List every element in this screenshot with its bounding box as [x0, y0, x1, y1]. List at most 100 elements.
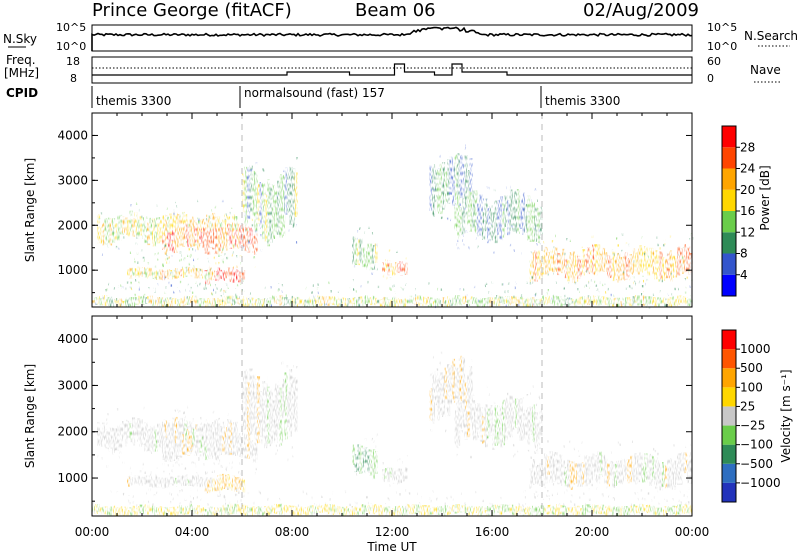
scatter-cell [137, 219, 141, 239]
scatter-speck [248, 241, 250, 244]
scatter-cell [244, 226, 248, 252]
scatter-cell [99, 429, 103, 447]
scatter-cell [294, 298, 298, 306]
scatter-speck [578, 450, 580, 453]
scatter-cell [567, 507, 571, 516]
scatter-cell [224, 427, 228, 448]
scatter-cell [544, 246, 548, 275]
scatter-speck [254, 264, 256, 268]
scatter-speck [490, 222, 492, 225]
scatter-cell [352, 444, 356, 465]
scatter-speck [204, 283, 207, 287]
scatter-cell [344, 298, 348, 307]
scatter-cell [307, 298, 311, 307]
scatter-cell [237, 223, 241, 249]
scatter-speck [169, 242, 172, 246]
scatter-speck [162, 227, 164, 230]
scatter-speck [680, 456, 683, 460]
scatter-speck [297, 504, 300, 507]
scatter-speck [219, 289, 222, 292]
scatter-speck [230, 466, 233, 470]
scatter-cell [172, 212, 176, 239]
scatter-cell [687, 246, 691, 275]
scatter-speck [318, 507, 321, 511]
scatter-cell [637, 506, 641, 513]
scatter-cell [202, 423, 206, 447]
scatter-speck [436, 368, 439, 371]
scatter-speck [180, 258, 183, 262]
scatter-cell [189, 269, 193, 277]
scatter-cell [374, 297, 378, 306]
scatter-speck [546, 494, 548, 497]
scatter-speck [225, 213, 227, 216]
scatter-cell [152, 478, 156, 488]
scatter-cell [152, 271, 156, 279]
scatter-cell [167, 216, 171, 238]
scatter-speck [662, 243, 665, 247]
scatter-speck [248, 298, 250, 301]
scatter-speck [108, 506, 111, 509]
scatter-speck [105, 289, 107, 292]
scatter-speck [617, 259, 619, 263]
scatter-cell [129, 297, 133, 307]
scatter-cell [187, 429, 191, 456]
scatter-cell [192, 295, 196, 302]
scatter-speck [332, 491, 334, 495]
scatter-cell [192, 507, 196, 515]
scatter-speck [538, 229, 541, 232]
scatter-cell [474, 506, 478, 513]
scatter-speck [637, 497, 639, 501]
scatter-cell [529, 406, 533, 435]
scatter-cell [532, 297, 536, 307]
scatter-speck [101, 253, 104, 256]
scatter-speck [227, 512, 229, 516]
scatter-cell [654, 250, 658, 280]
scatter-speck [254, 300, 256, 303]
scatter-speck [538, 301, 541, 304]
scatter-cell [179, 505, 183, 514]
scatter-speck [360, 457, 363, 460]
scatter-speck [178, 216, 181, 220]
scatter-speck [383, 472, 386, 476]
cpid-segment-1: themis 3300 [96, 94, 171, 108]
scatter-speck [552, 483, 555, 486]
scatter-cell [362, 247, 366, 268]
scatter-cell [484, 510, 488, 516]
scatter-cell [514, 189, 518, 234]
scatter-cell [229, 503, 233, 515]
nave-label: Nave [750, 63, 781, 77]
scatter-speck [473, 393, 475, 396]
scatter-cell [579, 462, 583, 487]
scatter-speck [225, 290, 227, 293]
scatter-cell [389, 299, 393, 307]
scatter-cell [219, 269, 223, 280]
scatter-cell [224, 215, 228, 233]
scatter-cell [534, 412, 538, 450]
scatter-speck [499, 214, 501, 217]
scatter-cell [612, 250, 616, 282]
scatter-cell [637, 295, 641, 306]
scatter-cell [434, 169, 438, 203]
scatter-speck [364, 438, 367, 441]
scatter-cell [537, 250, 541, 280]
scatter-speck [375, 454, 377, 457]
scatter-speck [160, 481, 162, 485]
scatter-speck [651, 479, 653, 483]
scatter-speck [250, 169, 253, 172]
scatter-speck [206, 477, 208, 480]
scatter-cell [472, 190, 476, 231]
scatter-speck [501, 283, 503, 286]
scatter-cell [684, 244, 688, 273]
scatter-cell [567, 260, 571, 282]
scatter-speck [641, 497, 644, 501]
scatter-speck [572, 463, 574, 466]
scatter-cell [587, 295, 591, 305]
scatter-cell [614, 256, 618, 281]
scatter-speck [569, 297, 571, 301]
scatter-cell [274, 189, 278, 235]
scatter-speck [590, 279, 593, 282]
scatter-speck [652, 254, 655, 258]
scatter-speck [262, 168, 264, 171]
scatter-speck [675, 481, 678, 484]
scatter-speck [361, 250, 363, 253]
